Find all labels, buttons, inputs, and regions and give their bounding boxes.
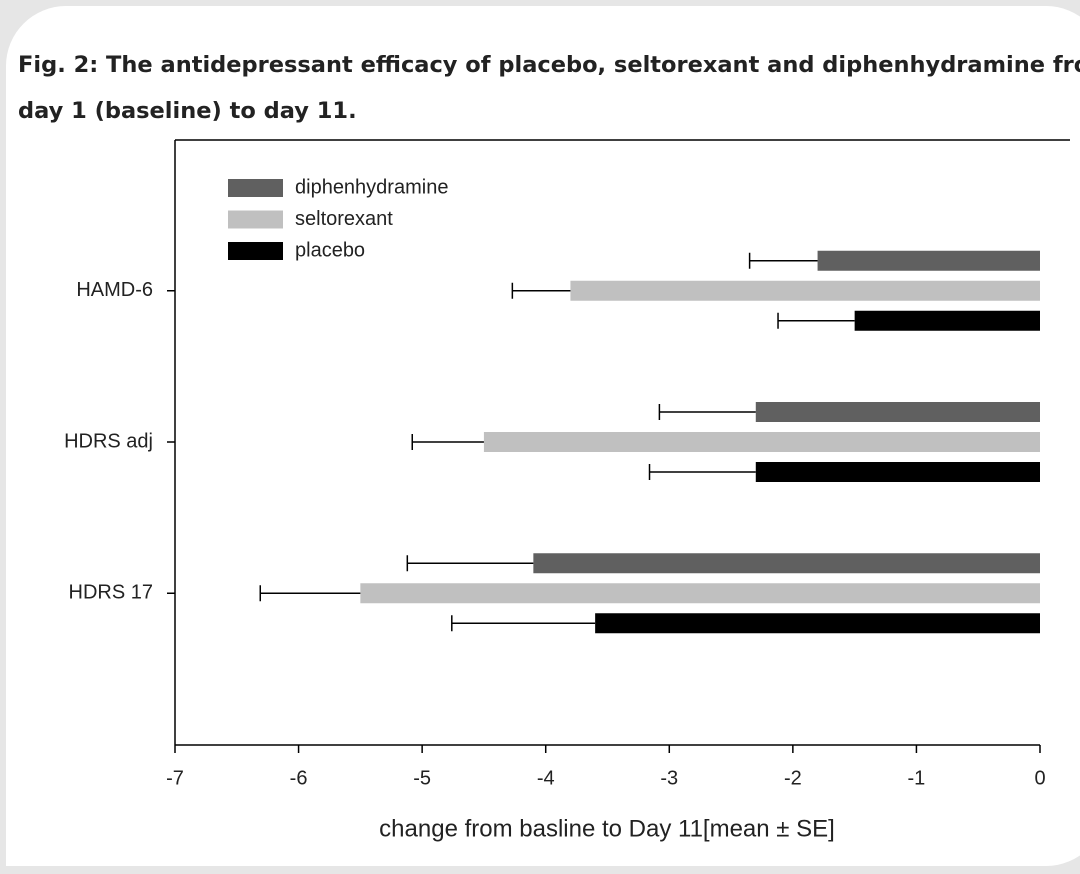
x-tick-label: -2 xyxy=(784,767,802,789)
bar xyxy=(483,432,1040,452)
x-tick-label: 0 xyxy=(1034,767,1045,789)
x-tick-label: -3 xyxy=(660,767,678,789)
y-tick-label: HAMD-6 xyxy=(76,279,153,301)
y-tick-label: HDRS adj xyxy=(64,430,153,452)
bar xyxy=(570,280,1040,301)
x-tick-label: -6 xyxy=(290,767,308,789)
x-tick-label: -1 xyxy=(908,767,926,789)
legend-label: placebo xyxy=(295,239,365,261)
x-tick-label: -5 xyxy=(413,767,431,789)
error-bar xyxy=(259,585,361,602)
error-bar xyxy=(658,404,756,420)
x-tick-label: -4 xyxy=(537,767,555,789)
error-bar xyxy=(748,252,818,269)
legend-swatch xyxy=(228,179,283,197)
y-tick-label: HDRS 17 xyxy=(69,582,153,604)
bar xyxy=(533,553,1040,574)
error-bar xyxy=(451,615,596,632)
legend-swatch xyxy=(228,242,283,260)
error-bar xyxy=(648,464,756,480)
x-tick-label: -7 xyxy=(166,767,184,789)
bar xyxy=(755,462,1040,482)
chart-title: Fig. 2: The antidepressant efficacy of p… xyxy=(18,42,1080,134)
legend-swatch xyxy=(228,210,283,229)
bar xyxy=(755,402,1040,422)
title-line: Fig. 2: The antidepressant efficacy of p… xyxy=(18,52,1080,78)
title-line: day 1 (baseline) to day 11. xyxy=(18,98,357,124)
bar xyxy=(817,250,1040,271)
bar xyxy=(595,613,1040,634)
error-bar xyxy=(511,282,571,299)
error-bar xyxy=(406,555,534,572)
x-axis-label: change from basline to Day 11[mean ± SE] xyxy=(379,815,835,842)
legend-label: seltorexant xyxy=(295,208,393,230)
bar xyxy=(360,583,1040,604)
legend-label: diphenhydramine xyxy=(295,176,448,198)
bar xyxy=(854,310,1040,331)
error-bar xyxy=(411,434,484,450)
error-bar xyxy=(777,312,855,329)
